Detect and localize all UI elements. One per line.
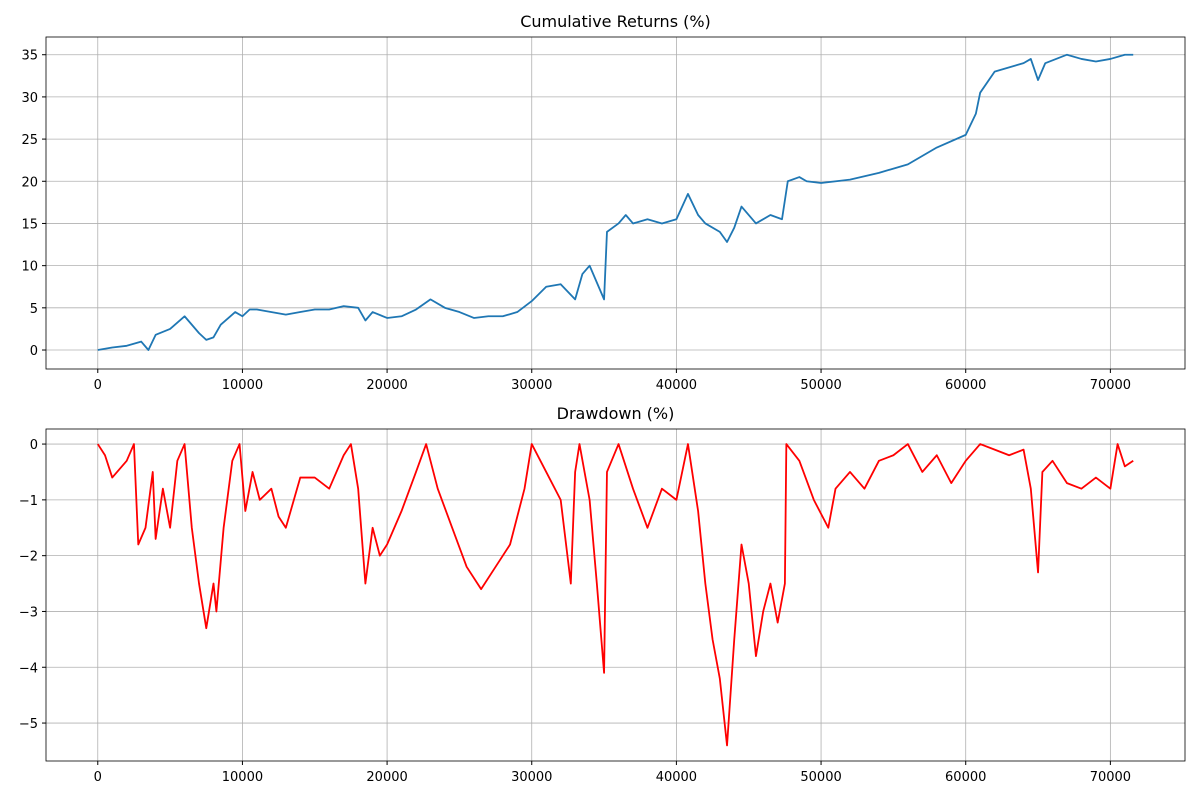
y-tick-label: 25	[21, 133, 38, 148]
y-tick-label: 15	[21, 217, 38, 232]
data-line	[97, 443, 1134, 747]
x-tick-label: 0	[94, 378, 102, 393]
y-tick-label: 0	[30, 344, 38, 359]
y-tick-label: −5	[19, 717, 38, 732]
chart-panel: Cumulative Returns (%) 0 10000 20000 30000 40…	[21, 12, 1186, 393]
y-tick-label: 10	[21, 260, 38, 275]
y-tick-label: 20	[21, 175, 38, 190]
chart-panel: Drawdown (%) 0 10000 20000 30000 40000 50000 60…	[19, 404, 1186, 785]
x-tick-label: 10000	[222, 378, 263, 393]
y-tick-label: −1	[19, 494, 38, 509]
x-tick-label: 30000	[511, 770, 552, 785]
x-tick-label: 70000	[1090, 770, 1131, 785]
chart-title: Drawdown (%)	[557, 404, 675, 423]
y-tick-label: −2	[19, 550, 38, 565]
x-tick-label: 10000	[222, 770, 263, 785]
x-tick-label: 30000	[511, 378, 552, 393]
axes-frame	[45, 36, 1186, 370]
x-tick-label: 0	[94, 770, 102, 785]
x-tick-label: 50000	[800, 770, 841, 785]
y-tick-label: −4	[19, 661, 38, 676]
y-tick-label: 5	[30, 302, 38, 317]
chart-title: Cumulative Returns (%)	[520, 12, 711, 31]
x-tick-label: 40000	[656, 770, 697, 785]
y-tick-label: −3	[19, 605, 38, 620]
x-tick-label: 50000	[800, 378, 841, 393]
x-tick-label: 70000	[1090, 378, 1131, 393]
x-tick-label: 60000	[945, 770, 986, 785]
y-tick-label: 35	[21, 49, 38, 64]
x-tick-label: 60000	[945, 378, 986, 393]
x-tick-label: 40000	[656, 378, 697, 393]
axes-frame	[45, 428, 1186, 762]
y-tick-label: 30	[21, 91, 38, 106]
data-line	[97, 53, 1134, 351]
y-tick-label: 0	[30, 438, 38, 453]
x-tick-label: 20000	[366, 378, 407, 393]
x-tick-label: 20000	[366, 770, 407, 785]
